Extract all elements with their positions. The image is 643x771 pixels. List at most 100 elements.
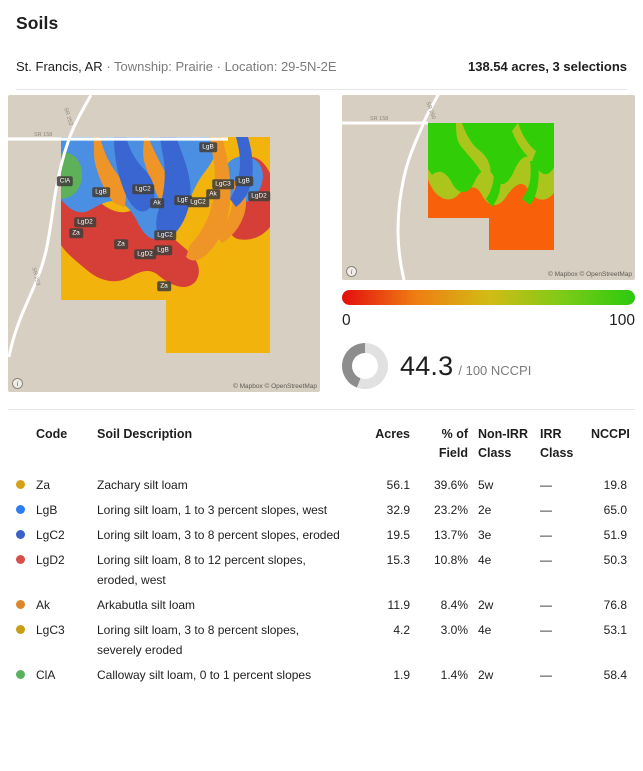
nccpi-value: 44.3: [400, 350, 454, 381]
soil-acres: 15.3: [386, 552, 410, 567]
soil-code: LgB: [36, 502, 58, 517]
col-nccpi: NCCPI: [591, 427, 630, 441]
township-location-label: · Township: Prairie · Location: 29-5N-2E: [106, 59, 337, 74]
soil-code-badge: LgB: [154, 245, 172, 255]
soil-description: Loring silt loam, 8 to 12 percent slopes…: [97, 552, 306, 587]
nccpi-map[interactable]: i © Mapbox © OpenStreetMap SR 158 SR 250: [342, 95, 635, 280]
soil-acres: 11.9: [387, 597, 410, 612]
soil-code: ClA: [36, 667, 56, 682]
soil-code-badge: Ak: [206, 189, 220, 199]
soil-table-row: LgC2 Loring silt loam, 3 to 8 percent sl…: [16, 522, 627, 547]
soil-code-badge: Za: [157, 281, 171, 291]
soil-table-row: LgB Loring silt loam, 1 to 3 percent slo…: [16, 497, 627, 522]
soil-description: Arkabutla silt loam: [97, 597, 196, 612]
soil-table-row: Ak Arkabutla silt loam 11.9 8.4% 2w — 76…: [16, 592, 627, 617]
road-label: SR 158: [370, 116, 389, 122]
county-label: St. Francis, AR: [16, 59, 103, 74]
soil-acres: 19.5: [386, 527, 410, 542]
soil-irr-class: —: [540, 502, 552, 517]
soil-non-irr-class: 4e: [478, 622, 492, 637]
soil-nccpi: 51.9: [603, 527, 627, 542]
soil-table-row: Za Zachary silt loam 56.1 39.6% 5w — 19.…: [16, 472, 627, 497]
soil-code: Za: [36, 477, 51, 492]
soil-color-dot: [16, 555, 25, 564]
soil-code-badge: LgC3: [212, 179, 234, 189]
info-icon-glyph: i: [16, 379, 19, 388]
soil-irr-class: —: [540, 597, 552, 612]
map-attribution-link[interactable]: © Mapbox © OpenStreetMap: [547, 271, 632, 278]
soil-code-badge: LgB: [174, 195, 192, 205]
soil-nccpi: 50.3: [603, 552, 627, 567]
map-info-icon[interactable]: i: [346, 266, 357, 277]
soil-color-dot: [16, 505, 25, 514]
soil-code-badge: LgD2: [134, 249, 156, 259]
page-header: Soils St. Francis, AR · Township: Prairi…: [0, 0, 643, 90]
soil-code-badge: LgD2: [248, 191, 270, 201]
soil-map[interactable]: ClA LgB LgC2 Ak LgB LgC2 Ak LgC3 LgB LgD2 LgB LgD2 Z…: [8, 95, 320, 392]
soil-description: Calloway silt loam, 0 to 1 percent slope…: [97, 667, 312, 682]
soil-table-row: LgC3 Loring silt loam, 3 to 8 percent sl…: [16, 617, 627, 662]
col-acres: Acres: [375, 427, 410, 441]
soil-color-dot: [16, 670, 25, 679]
soil-code-badge: LgC2: [187, 197, 209, 207]
map-info-icon[interactable]: i: [12, 378, 23, 389]
soil-table-body: Za Zachary silt loam 56.1 39.6% 5w — 19.…: [16, 472, 627, 687]
soil-irr-class: —: [540, 477, 552, 492]
nccpi-gradient-scale: [342, 290, 635, 305]
soil-code: LgC2: [36, 527, 65, 542]
soil-pct-of-field: 13.7%: [433, 527, 468, 542]
soil-nccpi: 65.0: [603, 502, 627, 517]
soil-map-canvas: [8, 95, 320, 392]
soil-table: Code Soil Description Acres % of Field N…: [8, 409, 635, 687]
soil-acres: 1.9: [393, 667, 410, 682]
scale-max-label: 100: [609, 312, 635, 329]
soil-pct-of-field: 3.0%: [440, 622, 468, 637]
col-description: Soil Description: [97, 427, 193, 441]
soil-non-irr-class: 4e: [478, 552, 492, 567]
col-irr-class: IRR Class: [540, 427, 574, 460]
soil-non-irr-class: 3e: [478, 527, 492, 542]
selection-summary: 138.54 acres, 3 selections: [467, 59, 627, 74]
soil-irr-class: —: [540, 527, 552, 542]
soil-acres: 56.1: [386, 477, 410, 492]
soil-description: Zachary silt loam: [97, 477, 188, 492]
soil-acres: 32.9: [386, 502, 410, 517]
nccpi-suffix: / 100 NCCPI: [458, 362, 532, 378]
soil-table-row: LgD2 Loring silt loam, 8 to 12 percent s…: [16, 547, 627, 592]
soil-code: LgD2: [36, 552, 65, 567]
soil-non-irr-class: 2w: [478, 667, 494, 682]
scale-min-label: 0: [342, 312, 351, 329]
road-label: SR 158: [34, 132, 53, 138]
soil-code-badge: LgB: [235, 176, 253, 186]
soil-code-badge: Za: [114, 239, 128, 249]
soil-table-row: ClA Calloway silt loam, 0 to 1 percent s…: [16, 662, 627, 687]
soil-color-dot: [16, 600, 25, 609]
soil-code-badge: LgC2: [132, 184, 154, 194]
soil-code-badge: LgD2: [74, 217, 96, 227]
col-pct-field: % of Field: [438, 427, 468, 460]
soil-nccpi: 19.8: [603, 477, 627, 492]
soil-non-irr-class: 5w: [478, 477, 494, 492]
soil-irr-class: —: [540, 622, 552, 637]
soil-code-badge: LgB: [199, 142, 217, 152]
soil-code-badge: LgC2: [154, 230, 176, 240]
map-attribution-link[interactable]: © Mapbox © OpenStreetMap: [232, 383, 317, 390]
soil-non-irr-class: 2e: [478, 502, 492, 517]
soil-color-dot: [16, 480, 25, 489]
maps-section: ClA LgB LgC2 Ak LgB LgC2 Ak LgC3 LgB LgD2 LgB LgD2 Z…: [0, 95, 643, 392]
soil-irr-class: —: [540, 667, 552, 682]
nccpi-donut-chart: [342, 343, 388, 389]
soil-pct-of-field: 39.6%: [433, 477, 468, 492]
info-icon-glyph: i: [350, 267, 353, 276]
col-code: Code: [36, 427, 68, 441]
soil-code-badge: Za: [69, 228, 83, 238]
soil-code-badge: ClA: [56, 176, 74, 186]
soil-description: Loring silt loam, 3 to 8 percent slopes,…: [97, 622, 300, 657]
soil-description: Loring silt loam, 3 to 8 percent slopes,…: [97, 527, 340, 542]
soil-irr-class: —: [540, 552, 552, 567]
nccpi-score: 44.3 / 100 NCCPI: [342, 343, 635, 389]
soil-nccpi: 76.8: [603, 597, 627, 612]
soil-pct-of-field: 1.4%: [440, 667, 468, 682]
soil-description: Loring silt loam, 1 to 3 percent slopes,…: [97, 502, 328, 517]
soil-code-badge: LgB: [92, 187, 110, 197]
